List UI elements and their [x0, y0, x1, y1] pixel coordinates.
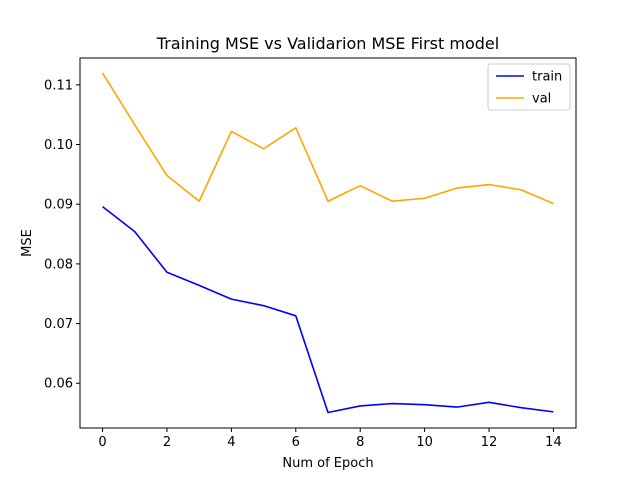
- y-axis: 0.06 0.07 0.08 0.09 0.10 0.11: [44, 78, 80, 392]
- chart-title: Training MSE vs Validarion MSE First mod…: [156, 34, 499, 53]
- series-line-train: [102, 205, 554, 414]
- y-tick-label: 0.07: [44, 317, 73, 332]
- x-tick-label: 0: [98, 435, 106, 450]
- x-axis: 0 2 4 6 8 10 12 14: [98, 428, 562, 450]
- x-tick-label: 14: [545, 435, 562, 450]
- legend: train val: [487, 63, 571, 111]
- legend-label-train: train: [532, 70, 562, 85]
- y-tick-label: 0.06: [44, 377, 73, 392]
- x-tick-label: 4: [227, 435, 235, 450]
- x-tick-label: 8: [356, 435, 364, 450]
- x-tick-label: 12: [481, 435, 498, 450]
- x-tick-label: 2: [163, 435, 171, 450]
- y-tick-label: 0.08: [44, 257, 73, 272]
- x-tick-label: 10: [416, 435, 433, 450]
- x-axis-title: Num of Epoch: [282, 456, 373, 471]
- x-tick-label: 6: [292, 435, 300, 450]
- y-tick-label: 0.11: [44, 78, 73, 93]
- y-tick-label: 0.09: [44, 198, 73, 213]
- legend-label-val: val: [532, 92, 551, 107]
- series-line-val: [101, 72, 554, 205]
- plot-frame: [79, 57, 577, 429]
- y-tick-label: 0.10: [44, 138, 73, 153]
- y-axis-title: MSE: [20, 229, 35, 257]
